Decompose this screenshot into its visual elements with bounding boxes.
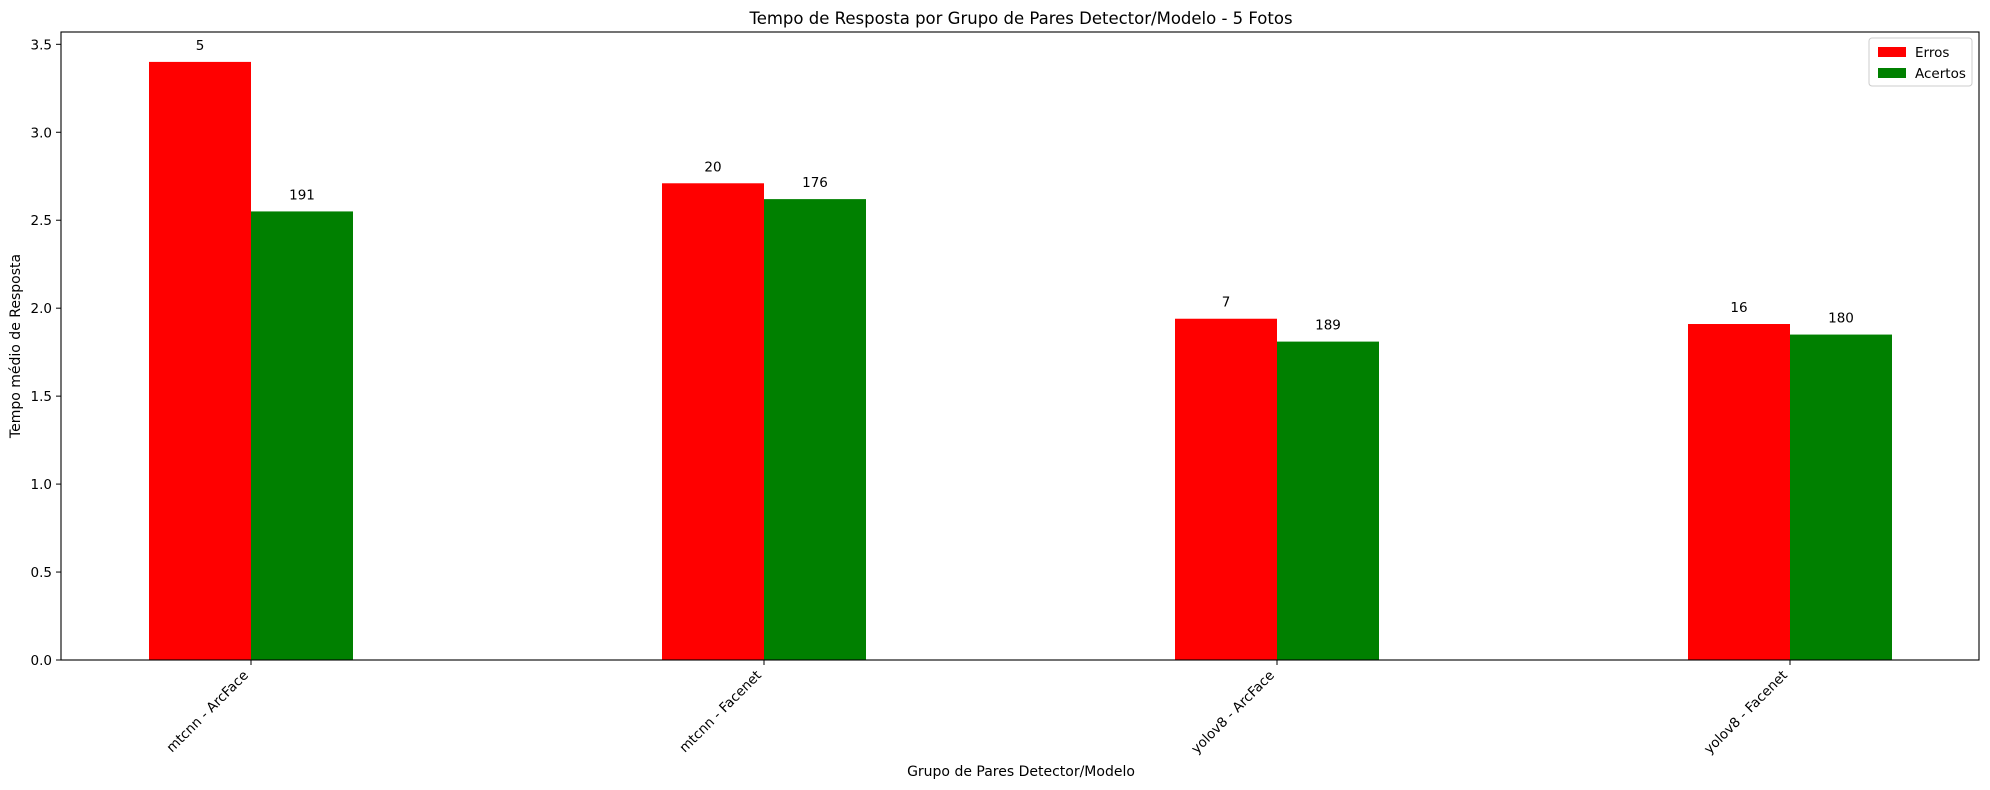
x-axis-ticks: mtcnn - ArcFace mtcnn - Facenet yolov8 - A… — [164, 660, 1791, 757]
bar-erros-3 — [1175, 318, 1277, 660]
bar-erros-1 — [149, 61, 251, 660]
bar-acertos-2 — [764, 199, 866, 660]
y-tick-label-4: 1.5 — [31, 389, 52, 405]
bar-label-acertos-4: 180 — [1828, 311, 1854, 327]
y-tick-label-2: 0.5 — [31, 565, 52, 581]
bar-acertos-3 — [1277, 341, 1379, 660]
bar-label-erros-4: 16 — [1730, 300, 1747, 316]
bar-label-acertos-3: 189 — [1315, 318, 1341, 334]
bars-group — [149, 61, 1892, 661]
legend-swatch-acertos — [1878, 68, 1906, 78]
plot-frame — [60, 31, 1980, 661]
bar-label-erros-3: 7 — [1222, 295, 1231, 311]
legend: Erros Acertos — [1868, 37, 1973, 87]
legend-label-acertos: Acertos — [1915, 66, 1966, 82]
bar-label-erros-1: 5 — [196, 38, 205, 54]
y-tick-label-8: 3.5 — [31, 37, 52, 53]
bar-acertos-1 — [251, 211, 353, 660]
bar-acertos-4 — [1790, 334, 1892, 660]
x-tick-label-1: mtcnn - ArcFace — [164, 668, 252, 756]
y-tick-label-1: 0.0 — [31, 653, 52, 669]
y-axis-label: Tempo médio de Resposta — [8, 254, 24, 439]
x-tick-label-4: yolov8 - Facenet — [1701, 668, 1791, 758]
y-axis-ticks: 0.0 0.5 1.0 1.5 2.0 2.5 3.0 3.5 — [31, 37, 61, 669]
x-axis-label: Grupo de Pares Detector/Modelo — [907, 764, 1135, 780]
bar-label-erros-2: 20 — [704, 159, 721, 175]
y-tick-label-5: 2.0 — [31, 301, 52, 317]
bar-label-acertos-2: 176 — [802, 175, 828, 191]
legend-label-erros: Erros — [1915, 45, 1949, 61]
bar-labels-group: 5 191 20 176 7 189 16 180 — [196, 38, 1854, 334]
legend-swatch-erros — [1878, 47, 1906, 57]
bar-erros-2 — [662, 183, 764, 661]
x-tick-label-3: yolov8 - ArcFace — [1188, 668, 1278, 758]
y-tick-label-3: 1.0 — [31, 477, 52, 493]
y-tick-label-6: 2.5 — [31, 213, 52, 229]
bar-erros-4 — [1688, 324, 1790, 660]
bar-label-acertos-1: 191 — [289, 187, 315, 203]
chart-title: Tempo de Resposta por Grupo de Pares Det… — [748, 9, 1292, 28]
y-tick-label-7: 3.0 — [31, 125, 52, 141]
x-tick-label-2: mtcnn - Facenet — [676, 668, 764, 756]
